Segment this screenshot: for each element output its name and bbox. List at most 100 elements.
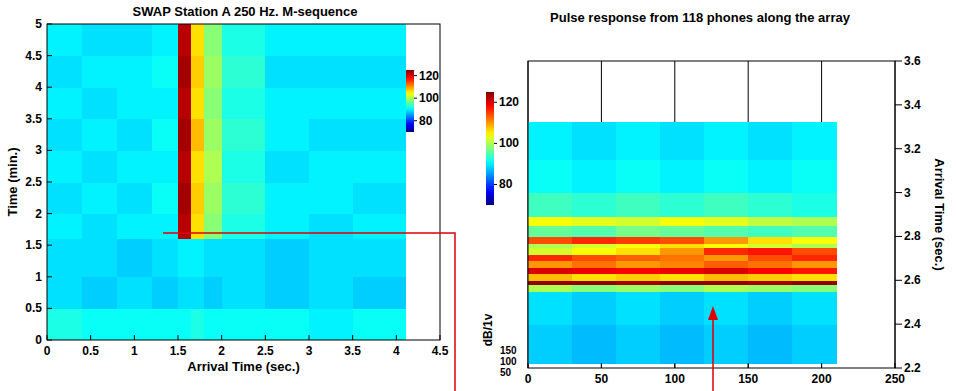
cell [191, 87, 205, 119]
y-axis-title: Time (min.) [5, 147, 20, 216]
cell [528, 225, 573, 237]
cell [117, 277, 153, 309]
cell [178, 214, 192, 240]
cell [748, 280, 793, 285]
cell [528, 160, 573, 193]
x-tick [821, 363, 822, 368]
y-axis-title: Arrival Time (sec.) [932, 158, 947, 270]
x-tick [221, 335, 222, 340]
cell [748, 247, 793, 254]
x-tick [309, 335, 310, 340]
cell [748, 285, 793, 292]
cell [792, 324, 837, 364]
y-tick-label: 2.8 [904, 229, 921, 243]
x-tick [134, 335, 135, 340]
cell [204, 119, 222, 151]
x-tick-label: 100 [665, 372, 685, 386]
cell [748, 193, 793, 218]
y-tick-label: 4.5 [25, 49, 42, 63]
cell [265, 239, 309, 278]
cell [792, 122, 837, 160]
cell [704, 324, 749, 364]
cell [572, 243, 617, 248]
x-tick [895, 363, 896, 368]
cell [82, 87, 118, 119]
cell [191, 150, 205, 182]
cell [82, 182, 118, 214]
cell [528, 291, 573, 324]
y-tick-label: 2.5 [25, 175, 42, 189]
cell [660, 324, 705, 364]
cell [117, 214, 153, 240]
x-tick-label: 1.5 [170, 344, 187, 358]
connector-line [163, 233, 455, 391]
x-tick-label: 200 [812, 372, 832, 386]
cell [528, 236, 573, 243]
cell [152, 87, 179, 119]
x-tick-label: 3.5 [344, 344, 361, 358]
cell [117, 119, 153, 151]
cell [265, 119, 309, 151]
cell [528, 217, 573, 226]
x-tick-label: 1 [131, 344, 138, 358]
cell [704, 274, 749, 281]
y-tick [895, 280, 902, 281]
y-tick [47, 118, 52, 119]
panel: 00.511.522.533.544.500.511.522.533.544.5… [5, 4, 449, 374]
cell [704, 261, 749, 268]
cell [748, 225, 793, 237]
cell [748, 267, 793, 274]
cell [792, 291, 837, 324]
page: 00.511.522.533.544.500.511.522.533.544.5… [0, 0, 956, 391]
cell [152, 119, 179, 151]
x-axis-title: Arrival Time (sec.) [187, 359, 299, 374]
cell [222, 24, 266, 56]
x-tick [748, 363, 749, 368]
cell [748, 217, 793, 226]
x-tick [90, 335, 91, 340]
y-tick-label: 3 [35, 143, 42, 157]
cell [528, 280, 573, 285]
colorbar-tick [494, 184, 497, 185]
y-tick [47, 55, 52, 56]
y-tick-label: 1.5 [25, 238, 42, 252]
cell [748, 261, 793, 268]
cell [660, 122, 705, 160]
colorbar-tick-label: 100 [499, 136, 519, 150]
cell [82, 119, 118, 151]
x-tick [47, 335, 48, 340]
cell [528, 274, 573, 281]
cell [353, 150, 406, 182]
y-tick-label: 2.2 [904, 361, 921, 375]
cell [616, 236, 661, 243]
cell [572, 254, 617, 261]
cell [117, 56, 153, 88]
cell [204, 56, 222, 88]
cell [353, 24, 406, 56]
colorbar-tick [494, 143, 497, 144]
cell [265, 24, 309, 56]
cell [309, 150, 353, 182]
cell [572, 217, 617, 226]
cell [82, 150, 118, 182]
cell [572, 324, 617, 364]
cell [792, 267, 837, 274]
cell [47, 214, 83, 240]
cell [353, 119, 406, 151]
panel: 0501001502002502.22.42.62.833.23.43.6Pul… [481, 10, 947, 386]
colorbar [406, 70, 414, 132]
cell [792, 285, 837, 292]
cell [82, 56, 118, 88]
y-tick [47, 182, 52, 183]
cell [222, 308, 266, 340]
cell [616, 285, 661, 292]
cell [572, 122, 617, 160]
cell [222, 119, 266, 151]
cell [748, 274, 793, 281]
cell [572, 236, 617, 243]
arrow-line [712, 318, 714, 391]
cell [265, 150, 309, 182]
y-tick [47, 87, 52, 88]
cell [353, 214, 406, 240]
cell [616, 280, 661, 285]
